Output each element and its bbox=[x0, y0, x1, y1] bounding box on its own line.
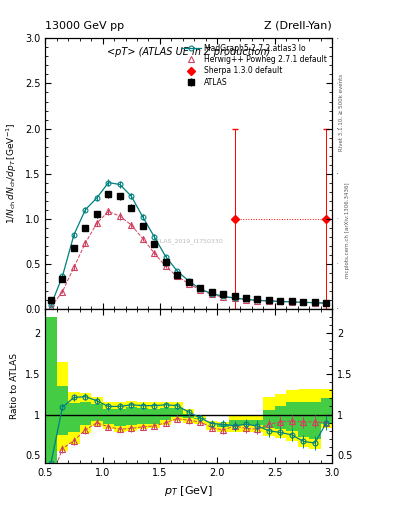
MadGraph5 2.7.2.atlas3 lo bbox=[175, 268, 180, 274]
MadGraph5 2.7.2.atlas3 lo bbox=[301, 300, 306, 306]
Herwig++ Powheg 2.7.1 default bbox=[221, 294, 226, 300]
MadGraph5 2.7.2.atlas3 lo bbox=[152, 233, 156, 240]
Herwig++ Powheg 2.7.1 default bbox=[118, 213, 122, 219]
Text: Rivet 3.1.10, ≥ 500k events: Rivet 3.1.10, ≥ 500k events bbox=[339, 74, 344, 151]
Herwig++ Powheg 2.7.1 default bbox=[163, 263, 168, 269]
Herwig++ Powheg 2.7.1 default bbox=[106, 208, 111, 215]
MadGraph5 2.7.2.atlas3 lo bbox=[290, 299, 294, 305]
MadGraph5 2.7.2.atlas3 lo bbox=[198, 286, 202, 292]
Herwig++ Powheg 2.7.1 default bbox=[290, 298, 294, 305]
X-axis label: $p_T$ [GeV]: $p_T$ [GeV] bbox=[164, 484, 213, 498]
Herwig++ Powheg 2.7.1 default bbox=[312, 300, 317, 306]
Line: Herwig++ Powheg 2.7.1 default: Herwig++ Powheg 2.7.1 default bbox=[48, 209, 329, 310]
Sherpa 1.3.0 default bbox=[324, 216, 329, 222]
MadGraph5 2.7.2.atlas3 lo bbox=[60, 273, 65, 280]
Line: Sherpa 1.3.0 default: Sherpa 1.3.0 default bbox=[232, 216, 329, 222]
Herwig++ Powheg 2.7.1 default bbox=[198, 287, 202, 293]
Legend: MadGraph5 2.7.2.atlas3 lo, Herwig++ Powheg 2.7.1 default, Sherpa 1.3.0 default, : MadGraph5 2.7.2.atlas3 lo, Herwig++ Powh… bbox=[180, 42, 328, 88]
Herwig++ Powheg 2.7.1 default bbox=[324, 300, 329, 306]
Herwig++ Powheg 2.7.1 default bbox=[140, 236, 145, 242]
MadGraph5 2.7.2.atlas3 lo bbox=[312, 300, 317, 306]
Y-axis label: $1/N_{\rm ch}\,dN_{\rm ch}/dp_T\,[\mathrm{GeV}^{-1}]$: $1/N_{\rm ch}\,dN_{\rm ch}/dp_T\,[\mathr… bbox=[5, 123, 19, 224]
Text: 13000 GeV pp: 13000 GeV pp bbox=[45, 20, 124, 31]
MadGraph5 2.7.2.atlas3 lo bbox=[209, 290, 214, 296]
MadGraph5 2.7.2.atlas3 lo bbox=[72, 232, 76, 238]
Y-axis label: Ratio to ATLAS: Ratio to ATLAS bbox=[10, 353, 19, 419]
MadGraph5 2.7.2.atlas3 lo bbox=[83, 207, 88, 213]
Sherpa 1.3.0 default bbox=[232, 216, 237, 222]
MadGraph5 2.7.2.atlas3 lo bbox=[186, 278, 191, 284]
Herwig++ Powheg 2.7.1 default bbox=[301, 299, 306, 305]
Herwig++ Powheg 2.7.1 default bbox=[278, 298, 283, 305]
MadGraph5 2.7.2.atlas3 lo bbox=[163, 253, 168, 260]
MadGraph5 2.7.2.atlas3 lo bbox=[49, 302, 53, 308]
MadGraph5 2.7.2.atlas3 lo bbox=[118, 181, 122, 187]
MadGraph5 2.7.2.atlas3 lo bbox=[106, 180, 111, 186]
Herwig++ Powheg 2.7.1 default bbox=[175, 273, 180, 280]
Text: ATLAS_2019_I1750330: ATLAS_2019_I1750330 bbox=[153, 239, 224, 244]
MadGraph5 2.7.2.atlas3 lo bbox=[94, 195, 99, 201]
Herwig++ Powheg 2.7.1 default bbox=[94, 220, 99, 226]
Herwig++ Powheg 2.7.1 default bbox=[129, 222, 134, 228]
Text: mcplots.cern.ch [arXiv:1306.3436]: mcplots.cern.ch [arXiv:1306.3436] bbox=[345, 183, 350, 278]
MadGraph5 2.7.2.atlas3 lo bbox=[278, 298, 283, 305]
Text: Z (Drell-Yan): Z (Drell-Yan) bbox=[264, 20, 332, 31]
Herwig++ Powheg 2.7.1 default bbox=[266, 298, 271, 304]
Herwig++ Powheg 2.7.1 default bbox=[72, 264, 76, 270]
MadGraph5 2.7.2.atlas3 lo bbox=[129, 193, 134, 199]
MadGraph5 2.7.2.atlas3 lo bbox=[324, 300, 329, 306]
MadGraph5 2.7.2.atlas3 lo bbox=[244, 296, 248, 303]
Herwig++ Powheg 2.7.1 default bbox=[244, 297, 248, 303]
Herwig++ Powheg 2.7.1 default bbox=[49, 304, 53, 310]
Herwig++ Powheg 2.7.1 default bbox=[83, 240, 88, 246]
Herwig++ Powheg 2.7.1 default bbox=[209, 291, 214, 297]
Herwig++ Powheg 2.7.1 default bbox=[255, 297, 260, 304]
MadGraph5 2.7.2.atlas3 lo bbox=[232, 295, 237, 301]
Herwig++ Powheg 2.7.1 default bbox=[232, 295, 237, 301]
MadGraph5 2.7.2.atlas3 lo bbox=[221, 293, 226, 300]
MadGraph5 2.7.2.atlas3 lo bbox=[140, 214, 145, 220]
Herwig++ Powheg 2.7.1 default bbox=[60, 289, 65, 295]
MadGraph5 2.7.2.atlas3 lo bbox=[266, 298, 271, 304]
Text: <pT> (ATLAS UE in Z production): <pT> (ATLAS UE in Z production) bbox=[107, 47, 270, 56]
Herwig++ Powheg 2.7.1 default bbox=[152, 250, 156, 256]
MadGraph5 2.7.2.atlas3 lo bbox=[255, 297, 260, 303]
Herwig++ Powheg 2.7.1 default bbox=[186, 281, 191, 287]
Line: MadGraph5 2.7.2.atlas3 lo: MadGraph5 2.7.2.atlas3 lo bbox=[48, 180, 329, 308]
